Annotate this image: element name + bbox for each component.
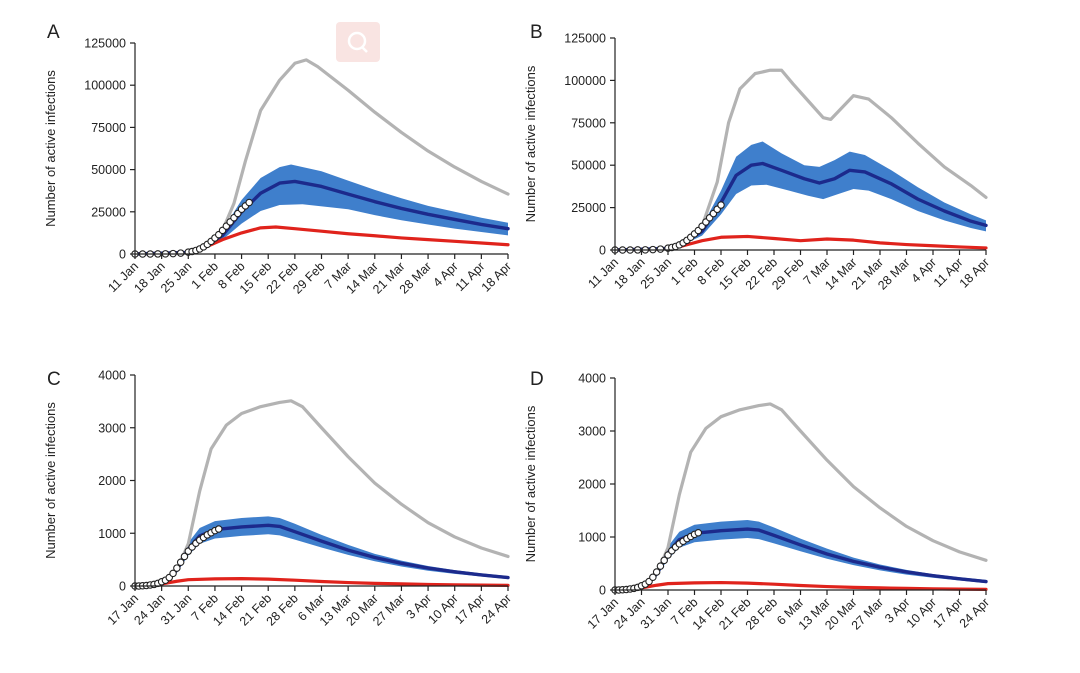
- y-tick-label: 100000: [564, 74, 606, 88]
- confidence-band: [135, 516, 508, 586]
- y-tick-label: 25000: [571, 201, 606, 215]
- y-tick-label: 4000: [578, 372, 606, 386]
- observed-point: [656, 562, 665, 570]
- lower-scenario-line: [613, 580, 988, 592]
- observed-point: [176, 558, 185, 567]
- observed-point: [169, 569, 177, 578]
- y-tick-label: 2000: [578, 478, 606, 492]
- confidence-band: [615, 141, 986, 250]
- x-tick-label: 31 Jan: [158, 591, 194, 627]
- observed-point: [649, 573, 657, 582]
- y-tick-label: 100000: [84, 79, 126, 93]
- y-axis-label: Number of active infections: [523, 405, 538, 562]
- observed-point: [652, 568, 661, 576]
- x-tick-label: 18 Apr: [479, 259, 514, 294]
- observed-point: [694, 529, 703, 537]
- x-tick-label: 24 Apr: [957, 595, 992, 630]
- x-tick-label: 1 Feb: [189, 259, 222, 292]
- y-tick-label: 25000: [91, 205, 126, 219]
- panel-letter: A: [47, 22, 60, 43]
- observed-point: [660, 556, 668, 565]
- x-tick-label: 25 Jan: [158, 259, 194, 295]
- y-tick-label: 125000: [564, 32, 606, 46]
- y-tick-label: 2000: [98, 474, 126, 488]
- median-line: [613, 161, 988, 252]
- panel-letter: B: [530, 22, 543, 43]
- magnifier-logo-icon: [347, 31, 368, 53]
- y-tick-label: 0: [599, 584, 606, 598]
- lower-scenario-line: [133, 577, 510, 588]
- upper-scenario-line: [133, 399, 510, 588]
- confidence-band: [135, 164, 508, 254]
- confidence-band: [615, 520, 986, 590]
- upper-scenario-line: [613, 402, 988, 592]
- y-tick-label: 0: [119, 580, 126, 594]
- y-tick-label: 75000: [91, 121, 126, 135]
- observed-point: [656, 245, 665, 253]
- observed-point: [176, 249, 185, 257]
- y-tick-label: 0: [119, 248, 126, 262]
- upper-scenario-line: [613, 68, 988, 252]
- y-axis-label: Number of active infections: [523, 65, 538, 222]
- y-tick-label: 1000: [98, 527, 126, 541]
- observed-point: [180, 552, 189, 561]
- y-tick-label: 75000: [571, 116, 606, 130]
- panel-letter: C: [47, 369, 61, 390]
- y-tick-label: 50000: [91, 163, 126, 177]
- observed-point: [214, 525, 223, 533]
- lower-scenario-line: [613, 234, 988, 252]
- y-tick-label: 3000: [98, 421, 126, 435]
- watermark-logo: [336, 22, 380, 62]
- x-tick-label: 24 Apr: [479, 591, 514, 626]
- y-tick-label: 3000: [578, 425, 606, 439]
- y-tick-label: 4000: [98, 369, 126, 383]
- panel-letter: D: [530, 369, 544, 390]
- y-tick-label: 125000: [84, 37, 126, 51]
- observed-point: [173, 564, 181, 572]
- x-tick-label: 1 Feb: [668, 255, 701, 288]
- y-axis-label: Number of active infections: [43, 70, 58, 227]
- x-tick-label: 18 Apr: [957, 255, 992, 290]
- y-tick-label: 1000: [578, 531, 606, 545]
- y-tick-label: 50000: [571, 159, 606, 173]
- y-tick-label: 0: [599, 244, 606, 258]
- observed-point: [245, 198, 253, 207]
- y-axis-label: Number of active infections: [43, 402, 58, 559]
- observed-point: [717, 201, 725, 209]
